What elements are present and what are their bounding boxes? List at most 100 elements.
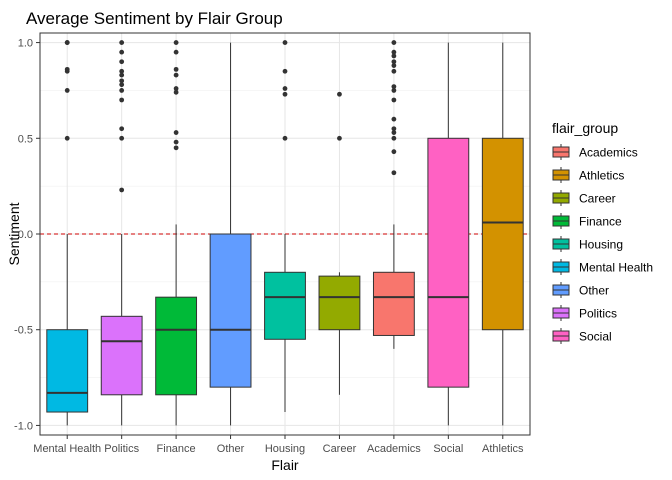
outlier-point [337,135,342,141]
legend-label: Social [579,330,612,344]
outlier-point [119,49,125,55]
outlier-point [119,68,125,74]
y-axis: -1.0 -0.5 0.0 0.5 1.0 [14,38,40,432]
outlier-point [282,68,288,74]
y-tick-label: -0.5 [14,325,33,337]
legend-label: Career [579,192,616,206]
legend-item-mental-health: Mental Health [552,258,653,276]
outlier-point [173,139,179,145]
boxplots [46,40,524,426]
outlier-point [119,82,125,88]
legend-label: Academics [579,146,638,160]
outlier-point [119,97,125,103]
x-tick-label: Athletics [482,443,524,455]
outlier-point [282,86,288,91]
y-axis-title: Sentiment [6,202,22,265]
outlier-point [282,40,288,45]
x-tick-label: Social [433,443,463,455]
outlier-point [391,53,397,59]
outlier-point [64,88,70,93]
outlier-point [64,40,70,45]
outlier-point [391,116,397,122]
outlier-point [119,88,125,93]
outlier-point [64,135,70,141]
outlier-point [391,170,397,176]
legend-item-career: Career [552,189,616,207]
outlier-point [391,130,397,135]
boxplot-mental-health [46,40,89,426]
outlier-point [119,40,125,45]
boxplot-housing [264,40,306,413]
outlier-point [282,91,288,97]
legend-item-athletics: Athletics [552,166,624,184]
legend-item-politics: Politics [552,304,617,322]
boxplot-career [318,91,361,395]
outlier-point [173,72,179,78]
x-axis: Mental Health Politics Finance Other Housing… [33,435,524,455]
box [264,271,306,340]
outlier-point [337,91,342,97]
x-tick-label: Finance [157,443,196,455]
outlier-point [391,63,397,68]
outlier-point [119,126,125,132]
chart-title: Average Sentiment by Flair Group [26,9,283,28]
outlier-point [173,49,179,55]
outlier-point [391,59,397,65]
box [481,137,524,331]
outlier-point [119,59,125,65]
box [427,137,470,388]
legend-label: Politics [579,307,617,321]
legend-label: Other [579,284,609,298]
boxplot-social [427,42,470,426]
legend-label: Athletics [579,169,624,183]
legend-item-other: Other [552,281,609,299]
outlier-point [391,88,397,93]
box [100,315,143,396]
outlier-point [391,49,397,55]
x-tick-label: Academics [367,443,421,455]
outlier-point [173,89,179,95]
legend-label: Housing [579,238,623,252]
box [46,329,89,413]
boxplot-finance [155,40,198,426]
y-tick-label: 0.5 [18,133,33,145]
outlier-point [282,135,288,141]
outlier-point [173,40,179,45]
legend: flair_group Academics Athletics Career Fina… [552,120,653,345]
outlier-point [391,68,397,74]
outlier-point [391,135,397,141]
outlier-point [391,149,397,155]
outlier-point [119,187,125,193]
boxplot-academics [372,40,415,349]
outlier-point [119,78,125,84]
box [318,275,361,331]
x-tick-label: Other [217,443,245,455]
box [155,296,198,396]
outlier-point [173,86,179,91]
y-tick-label: 1.0 [18,38,33,50]
legend-item-finance: Finance [552,212,622,230]
outlier-point [119,135,125,141]
boxplot-other [209,42,252,426]
y-tick-label: -1.0 [14,420,33,432]
outlier-point [391,97,397,103]
x-axis-title: Flair [271,457,299,473]
outlier-point [391,126,397,132]
legend-label: Finance [579,215,622,229]
legend-item-social: Social [552,327,612,345]
legend-item-academics: Academics [552,143,638,161]
x-tick-label: Housing [265,443,305,455]
x-tick-label: Mental Health [33,443,101,455]
outlier-point [64,66,70,72]
box [209,233,252,388]
outlier-point [173,130,179,135]
legend-title: flair_group [552,120,618,136]
boxplot-politics [100,40,143,426]
y-tick-label: 0.0 [18,229,33,241]
box [372,271,415,336]
outlier-point [391,84,397,89]
outlier-point [391,40,397,45]
x-tick-label: Career [323,443,357,455]
outlier-point [173,145,179,151]
